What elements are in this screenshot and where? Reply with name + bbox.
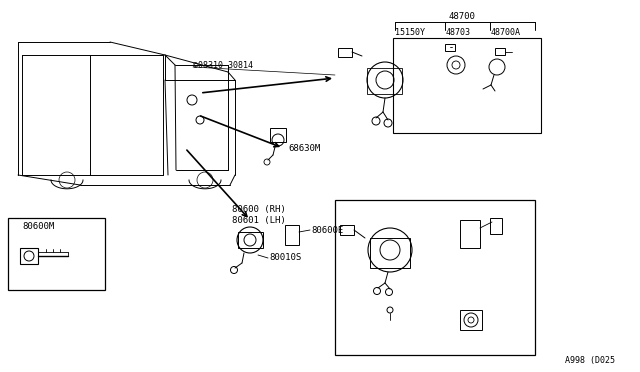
Text: 68630M: 68630M (288, 144, 320, 153)
Text: A998 (D025: A998 (D025 (565, 356, 615, 365)
Bar (340, 225, 354, 235)
Text: 80600 (RH)
80601 (LH): 80600 (RH) 80601 (LH) (232, 205, 285, 225)
Bar (460, 220, 480, 248)
Bar (338, 48, 352, 57)
Bar (460, 310, 482, 330)
Bar (238, 232, 263, 248)
Text: 15150Y: 15150Y (395, 28, 425, 36)
Bar (8, 218, 105, 290)
Bar (445, 44, 455, 51)
Text: 48700A: 48700A (491, 28, 521, 36)
Text: 80600E: 80600E (311, 225, 343, 234)
Bar (335, 200, 535, 355)
Text: 80600M: 80600M (22, 221, 54, 231)
Bar (490, 218, 502, 234)
Text: 48703: 48703 (446, 28, 471, 36)
Text: ©08310-30814: ©08310-30814 (193, 61, 253, 70)
Bar (367, 68, 402, 94)
Bar (270, 128, 286, 142)
Bar (495, 48, 505, 55)
Bar (393, 38, 541, 133)
Bar (20, 248, 38, 264)
Text: 48700: 48700 (449, 12, 476, 20)
Text: 80010S: 80010S (269, 253, 301, 263)
Bar (285, 225, 299, 245)
Bar (370, 238, 410, 268)
